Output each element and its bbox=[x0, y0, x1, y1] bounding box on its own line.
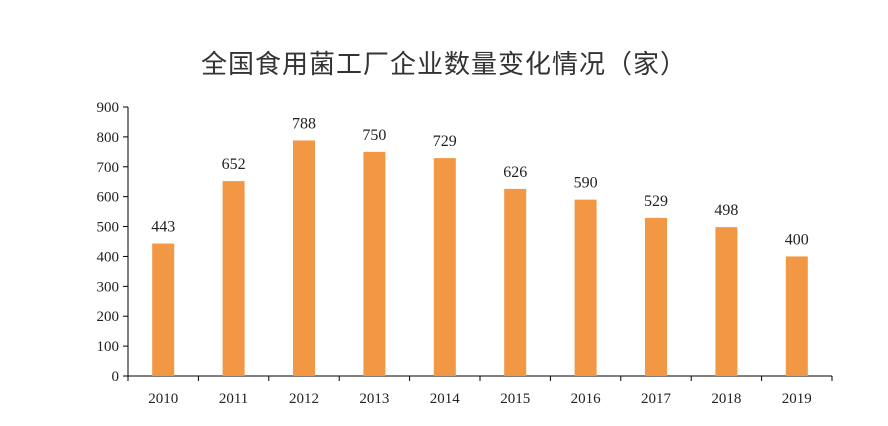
x-tick-label: 2017 bbox=[641, 391, 672, 407]
y-tick-label: 800 bbox=[97, 130, 120, 146]
bar bbox=[293, 140, 315, 376]
x-tick-label: 2018 bbox=[711, 391, 741, 407]
data-label: 750 bbox=[362, 127, 386, 144]
bar bbox=[785, 256, 808, 376]
x-tick-label: 2019 bbox=[782, 391, 812, 407]
data-label: 626 bbox=[503, 164, 527, 181]
x-tick-label: 2016 bbox=[571, 391, 602, 407]
data-label: 400 bbox=[785, 231, 809, 248]
chart-title: 全国食用菌工厂企业数量变化情况（家） bbox=[200, 50, 687, 80]
data-label: 443 bbox=[151, 219, 175, 236]
data-label: 788 bbox=[292, 115, 316, 132]
y-tick-label: 900 bbox=[97, 100, 120, 116]
y-tick-label: 200 bbox=[97, 309, 120, 325]
y-tick-label: 500 bbox=[97, 220, 120, 236]
data-label: 590 bbox=[574, 175, 598, 192]
bar bbox=[574, 199, 597, 376]
x-tick-label: 2011 bbox=[219, 391, 248, 407]
data-label: 652 bbox=[222, 156, 246, 173]
bar bbox=[715, 227, 738, 376]
y-tick-label: 400 bbox=[97, 249, 120, 265]
y-tick-label: 700 bbox=[97, 160, 120, 176]
bar bbox=[645, 217, 667, 376]
x-tick-label: 2012 bbox=[289, 391, 319, 407]
y-tick-label: 300 bbox=[97, 279, 120, 295]
bar bbox=[433, 158, 456, 376]
x-tick-label: 2014 bbox=[430, 391, 461, 407]
y-tick-label: 0 bbox=[112, 369, 120, 385]
y-tick-label: 100 bbox=[97, 339, 120, 355]
bar bbox=[152, 243, 175, 376]
x-tick-label: 2015 bbox=[500, 391, 530, 407]
bar bbox=[363, 151, 386, 376]
data-label: 529 bbox=[644, 193, 668, 210]
data-label: 729 bbox=[433, 133, 457, 150]
x-tick-label: 2013 bbox=[359, 391, 389, 407]
bar bbox=[222, 181, 245, 376]
y-tick-label: 600 bbox=[97, 190, 120, 206]
x-tick-label: 2010 bbox=[148, 391, 178, 407]
bar bbox=[504, 188, 527, 376]
data-label: 498 bbox=[714, 202, 738, 219]
